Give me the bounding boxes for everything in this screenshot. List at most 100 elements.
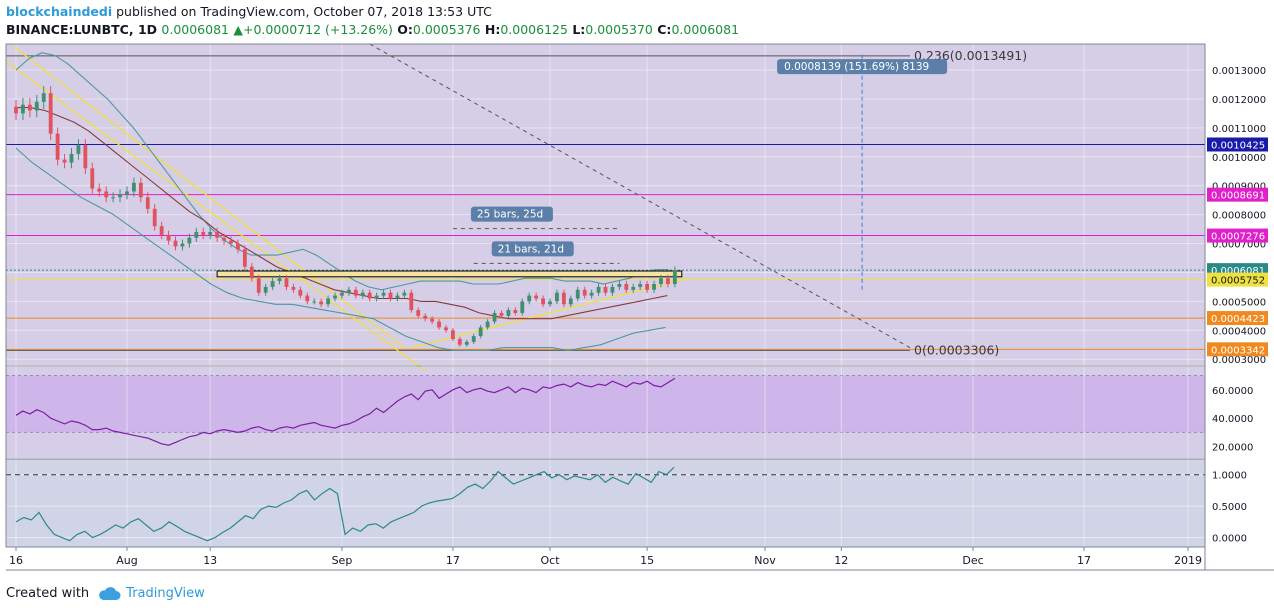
price-tick-label: 0.0008000 [1212,211,1266,222]
level-tag [1207,311,1268,326]
created-with-text: Created with [6,586,90,601]
falling-trendline [5,60,426,372]
bollinger-lower [15,147,666,352]
candle-body [402,292,407,296]
candle-body [430,318,435,322]
candle-body [76,145,81,154]
candle-body [596,286,601,293]
candle-body [340,292,344,296]
candle-body [471,336,476,342]
candle-body [14,106,18,114]
candle-body [610,286,615,293]
candle-body [152,208,157,227]
price-pane [6,44,1205,365]
price-tick-label: 0.0004000 [1212,326,1266,337]
author-name[interactable]: blockchaindedi [6,4,113,19]
candle-body [21,104,25,114]
candle-body [437,321,441,328]
close-value: 0.0006081 [671,22,740,37]
price-tick-label: 0.0013000 [1212,66,1266,77]
open-value: 0.0005376 [412,22,481,37]
time-tick-label: 13 [203,554,217,567]
candle-body [236,243,240,250]
candle-body [55,133,60,160]
candle-body [166,234,171,241]
candle-body [118,194,122,198]
high-value: 0.0006125 [500,22,568,37]
time-tick-label: 16 [9,554,23,567]
candle-body [277,278,282,282]
publish-text: published on TradingView.com, October 07… [116,4,492,19]
bar-range-badge [470,206,553,222]
candle-body [353,289,358,296]
candle-body [215,231,220,238]
candle-body [575,289,580,299]
candle-body [69,153,74,163]
candle-body [83,145,88,169]
candle-body [485,321,490,328]
fib-level-label: 0(0.0003306) [914,342,999,357]
price-tick-label: 0.0010000 [1212,153,1266,164]
candle-body [111,197,116,199]
publish-info: blockchaindedi published on TradingView.… [6,4,492,19]
candle-body [90,168,95,189]
tradingview-brand: TradingView [126,586,205,601]
candle-body [444,327,448,331]
osc-tick-label: 0.0000 [1212,534,1247,545]
time-tick-label: Nov [754,554,776,567]
candle-body [270,281,275,287]
candle-body [242,249,247,267]
price-tick-label: 0.0003000 [1212,355,1266,366]
candle-body [457,338,462,345]
candle-body [312,301,317,303]
candle-body [326,298,330,305]
close-label: C: [657,22,672,37]
rsi-tick-label: 60.0000 [1212,386,1253,397]
candle-body [395,295,400,299]
level-tag-label: 0.0006081 [1211,266,1265,277]
falling-trendline [13,46,405,349]
candle-body [423,315,428,319]
candle-body [520,301,525,313]
candle-body [527,295,532,302]
candle-body [617,284,622,287]
candle-body [645,284,650,290]
tradingview-link[interactable]: TradingView [97,586,205,601]
time-tick-label: 17 [446,554,460,567]
candle-body [229,240,233,244]
candle-body [555,292,559,302]
osc-tick-label: 0.5000 [1212,502,1247,513]
time-tick-label: 15 [640,554,654,567]
candle-body [305,295,310,302]
candle-body [652,284,656,290]
open-label: O: [397,22,413,37]
rsi-line [15,377,676,446]
candle-body [659,278,663,285]
candle-body [97,188,102,192]
candle-body [464,341,469,345]
candle-body [222,237,226,241]
level-tag [1207,342,1268,357]
candle-body [298,289,303,296]
level-tag [1207,228,1268,243]
price-tick-label: 0.0011000 [1212,124,1266,135]
candle-body [346,289,351,293]
level-tag-label: 0.0005752 [1211,276,1265,287]
time-tick-label: Sep [332,554,353,567]
candle-body [138,182,143,198]
price-tick-label: 0.0012000 [1212,95,1266,106]
level-tag-label: 0.0003342 [1211,345,1265,356]
candle-body [159,226,164,235]
candle-body [173,240,178,247]
time-tick-label: 2019 [1174,554,1202,567]
candle-body [624,284,629,290]
bar-range-label: 25 bars, 25d [477,209,543,221]
time-tick-label: Aug [116,554,137,567]
candle-body [201,231,206,235]
candle-body [27,104,32,111]
candle-body [416,310,421,316]
low-value: 0.0005370 [585,22,653,37]
time-tick-label: 12 [834,554,848,567]
rsi-band [6,375,1205,433]
